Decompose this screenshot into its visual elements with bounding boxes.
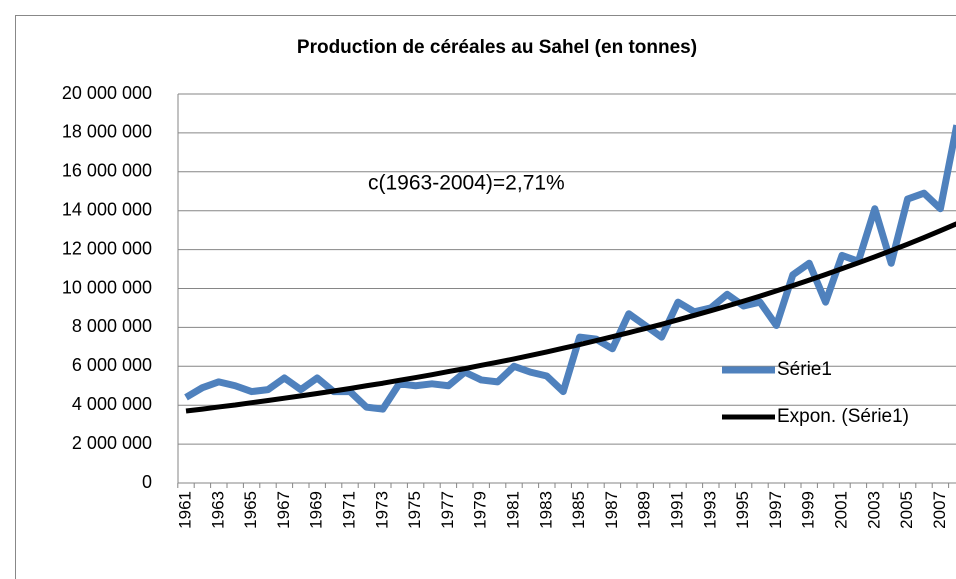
y-tick-label: 2 000 000 [72,433,152,453]
series-line [184,124,956,413]
x-tick-label: 2005 [897,491,916,529]
x-tick-label: 1961 [175,491,194,529]
chart-title: Production de céréales au Sahel (en tonn… [297,37,697,58]
x-tick-label: 2007 [930,491,949,529]
x-tick-label: 1983 [536,491,555,529]
x-tick-label: 1981 [503,491,522,529]
x-tick-label: 1991 [667,491,686,529]
annotation: c(1963-2004)=2,71% [368,172,565,195]
y-tick-label: 10 000 000 [62,277,152,297]
x-tick-label: 1971 [339,491,358,529]
x-tick-label: 1973 [372,491,391,529]
x-tick-label: 1987 [602,491,621,529]
x-tick-label: 2001 [831,491,850,529]
series-line [185,221,956,414]
x-tick-label: 1969 [307,491,326,529]
chart-border [15,15,956,579]
x-tick-label: 1977 [438,491,457,529]
y-tick-label: 8 000 000 [72,316,152,336]
x-tick-label: 1989 [635,491,654,529]
y-tick-label: 6 000 000 [72,355,152,375]
x-tick-label: 2003 [864,491,883,529]
x-tick-label: 1975 [405,491,424,529]
y-tick-label: 20 000 000 [62,83,152,103]
legend-label: Série1 [777,359,832,380]
x-tick-label: 1995 [733,491,752,529]
x-tick-label: 1985 [569,491,588,529]
x-tick-label: 1997 [766,491,785,529]
y-tick-label: 12 000 000 [62,238,152,258]
x-tick-label: 1967 [274,491,293,529]
x-tick-label: 1963 [208,491,227,529]
legend-label: Expon. (Série1) [777,406,909,427]
x-tick-label: 1965 [241,491,260,529]
y-tick-label: 0 [142,472,152,492]
y-tick-label: 16 000 000 [62,161,152,181]
y-tick-label: 18 000 000 [62,122,152,142]
y-tick-label: 14 000 000 [62,199,152,219]
x-tick-label: 1979 [471,491,490,529]
y-tick-label: 4 000 000 [72,394,152,414]
x-tick-label: 1999 [799,491,818,529]
x-tick-label: 1993 [700,491,719,529]
